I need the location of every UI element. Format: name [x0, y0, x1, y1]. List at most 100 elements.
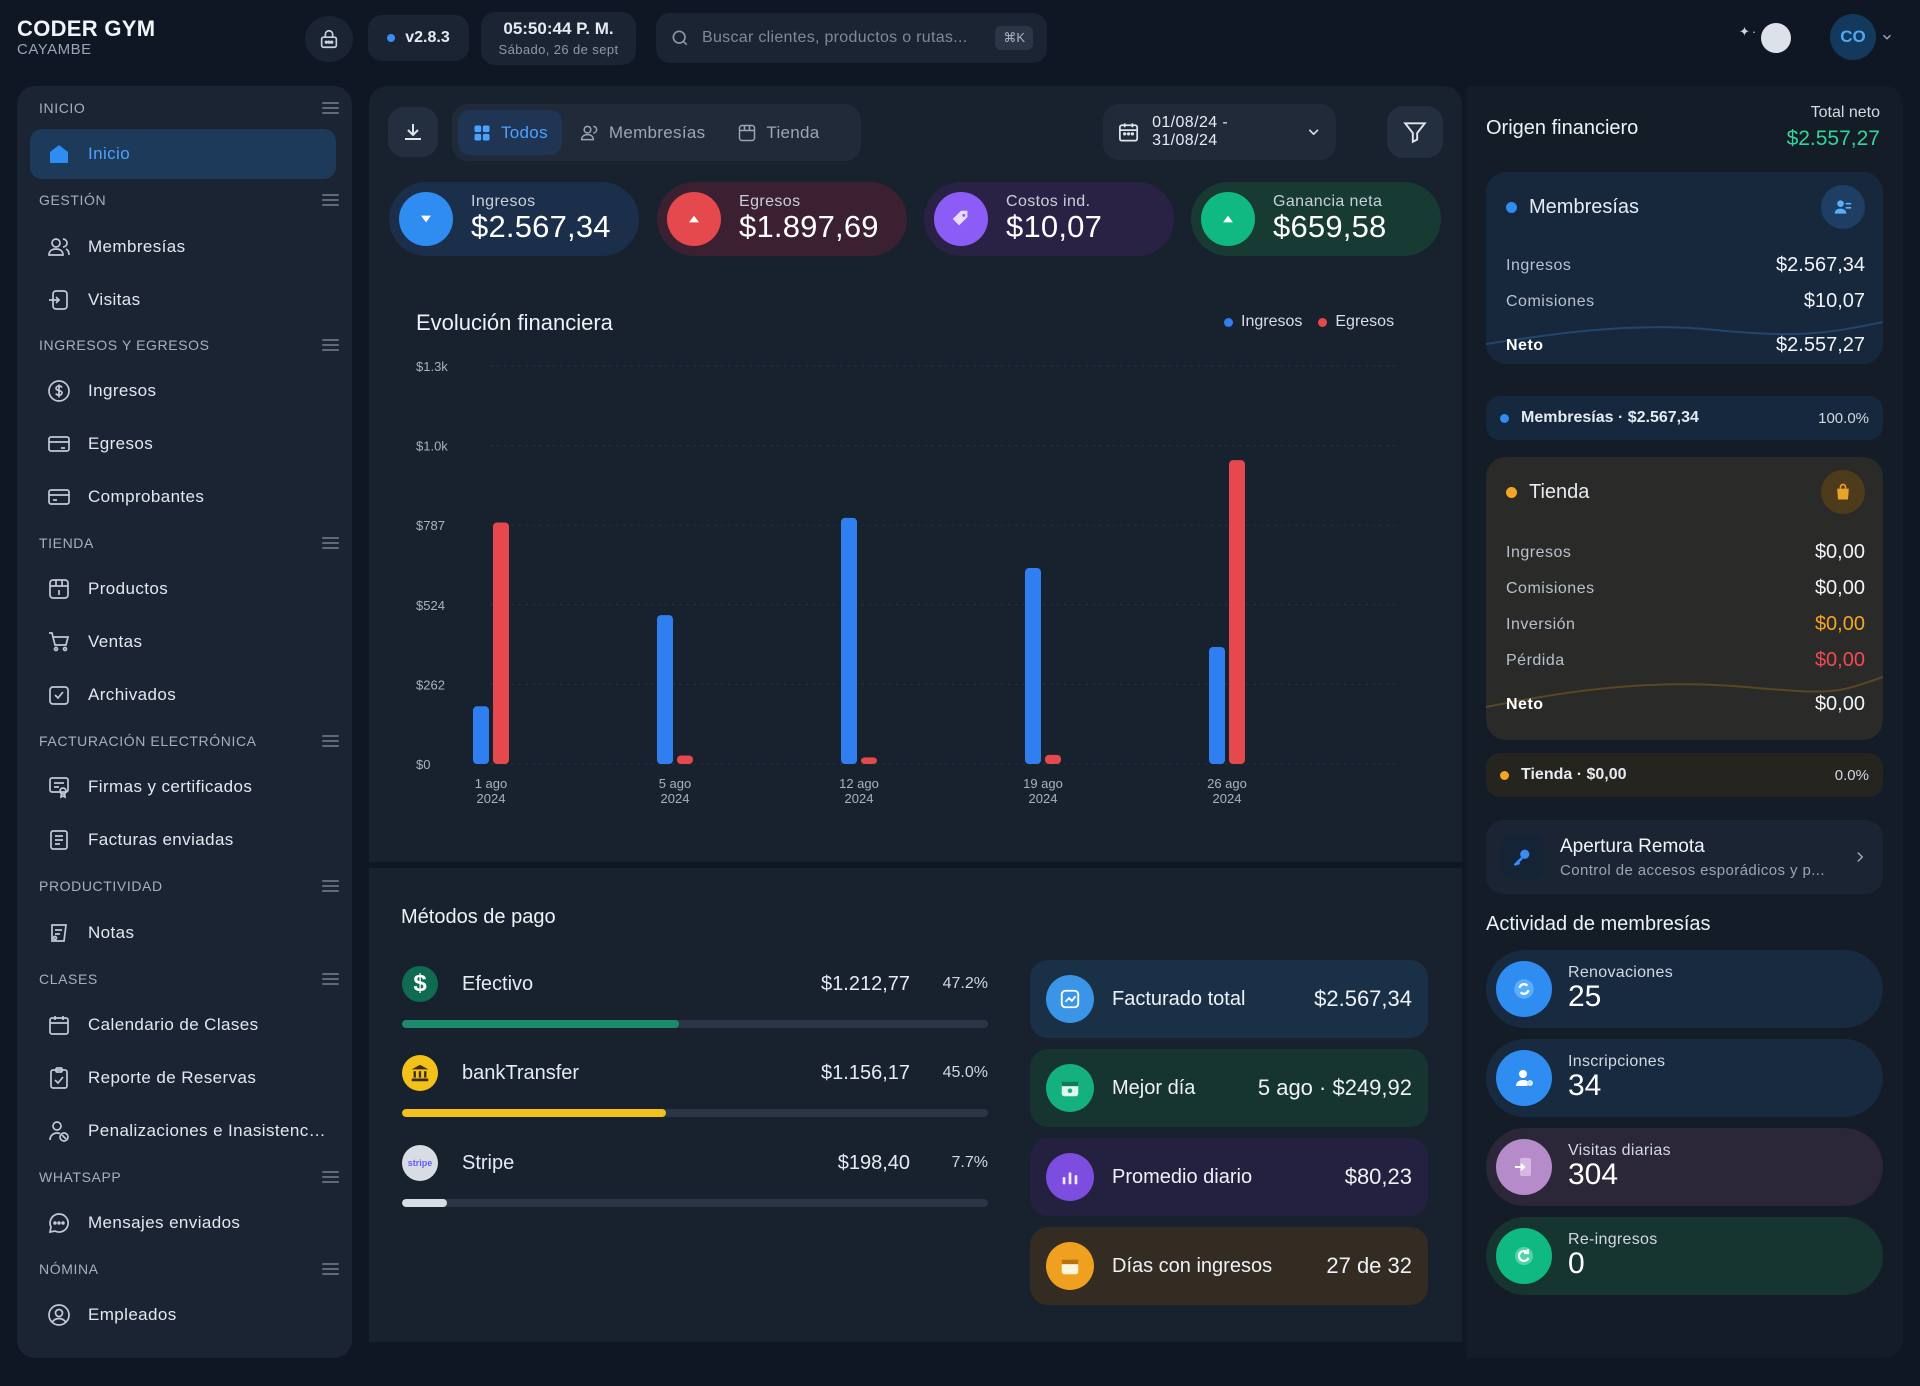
stat-value: 5 ago · $249,92 — [1257, 1075, 1412, 1100]
tienda-inversion: Inversión $0,00 — [1506, 613, 1865, 635]
section-title: GESTIÓN — [39, 192, 107, 208]
sidebar-item-ingresos[interactable]: Ingresos — [30, 366, 336, 416]
menu-icon[interactable] — [322, 537, 339, 549]
section-clases[interactable]: CLASES — [39, 971, 339, 987]
kpi-costos[interactable]: Costos ind. $10,07 — [924, 182, 1174, 256]
download-button[interactable] — [388, 107, 438, 157]
activity-inscripciones[interactable]: Inscripciones 34 — [1486, 1039, 1883, 1117]
tab-todos[interactable]: Todos — [458, 110, 562, 155]
activity-visitas[interactable]: Visitas diarias 304 — [1486, 1128, 1883, 1206]
avatar[interactable]: CO — [1830, 14, 1876, 60]
x-tick-year: 2024 — [845, 791, 874, 806]
section-productividad[interactable]: PRODUCTIVIDAD — [39, 878, 339, 894]
user-circle-icon — [46, 1302, 72, 1328]
menu-icon[interactable] — [322, 194, 339, 206]
sidebar-item-notas[interactable]: Notas — [30, 908, 336, 958]
tab-tienda[interactable]: Tienda — [723, 110, 833, 155]
sidebar-item-productos[interactable]: Productos — [30, 564, 336, 614]
sidebar-item-label: Notas — [88, 923, 135, 942]
sidebar-item-egresos[interactable]: Egresos — [30, 419, 336, 469]
search-bar[interactable]: ⌘K — [656, 13, 1047, 63]
tienda-strip[interactable]: Tienda · $0,00 0.0% — [1486, 753, 1883, 797]
menu-icon[interactable] — [322, 1263, 339, 1275]
sidebar-item-membresias[interactable]: Membresías — [30, 222, 336, 272]
payment-amount: $1.156,17 — [821, 1061, 910, 1084]
kpi-ganancia[interactable]: Ganancia neta $659,58 — [1191, 182, 1441, 256]
payment-name: Efectivo — [462, 972, 534, 995]
payment-row-banktransfer[interactable]: bankTransfer $1.156,17 45.0% — [402, 1053, 988, 1117]
stat-label: Facturado total — [1112, 987, 1246, 1010]
clipboard-check-icon — [46, 1065, 72, 1091]
filter-button[interactable] — [1387, 106, 1443, 158]
bar-egresos — [1045, 754, 1061, 764]
tab-membresias[interactable]: Membresías — [566, 110, 720, 155]
menu-icon[interactable] — [322, 735, 339, 747]
section-ingresos-egresos[interactable]: INGRESOS Y EGRESOS — [39, 337, 339, 353]
sidebar-item-facturas[interactable]: Facturas enviadas — [30, 815, 336, 865]
bar-ingresos — [1209, 647, 1225, 764]
lock-button[interactable] — [305, 16, 353, 62]
sidebar-item-penalizaciones[interactable]: Penalizaciones e Inasistencias — [30, 1106, 336, 1156]
sidebar-item-empleados[interactable]: Empleados — [30, 1290, 336, 1340]
activity-renovaciones[interactable]: Renovaciones 25 — [1486, 950, 1883, 1028]
menu-icon[interactable] — [322, 1171, 339, 1183]
sidebar-item-firmas[interactable]: Firmas y certificados — [30, 762, 336, 812]
x-tick-label: 26 ago — [1207, 776, 1247, 791]
progress-fill — [402, 1199, 448, 1207]
sidebar-item-label: Calendario de Clases — [88, 1015, 259, 1034]
sidebar-item-inicio[interactable]: Inicio — [30, 129, 336, 179]
users-icon — [46, 234, 72, 260]
rotate-icon — [1496, 1228, 1552, 1284]
sidebar-item-label: Reporte de Reservas — [88, 1068, 257, 1087]
chevron-down-icon[interactable] — [1880, 30, 1894, 44]
bar-ingresos — [473, 706, 489, 764]
arrow-down-icon — [399, 192, 453, 246]
kpi-ingresos[interactable]: Ingresos $2.567,34 — [389, 182, 639, 256]
box-title: Tienda — [1529, 480, 1590, 503]
membresias-comisiones: Comisiones $10,07 — [1506, 290, 1865, 312]
activity-reingresos[interactable]: Re-ingresos 0 — [1486, 1217, 1883, 1295]
membresias-strip[interactable]: Membresías · $2.567,34 100.0% — [1486, 396, 1883, 440]
sidebar-item-label: Archivados — [88, 685, 177, 704]
section-gestion[interactable]: GESTIÓN — [39, 192, 339, 208]
chart-line-icon — [1046, 975, 1094, 1023]
kpi-egresos[interactable]: Egresos $1.897,69 — [657, 182, 907, 256]
date-range-picker[interactable]: 01/08/24 - 31/08/24 — [1103, 104, 1336, 160]
payment-row-efectivo[interactable]: $ Efectivo $1.212,77 47.2% — [402, 964, 988, 1028]
remote-access-card[interactable]: Apertura Remota Control de accesos espor… — [1486, 820, 1883, 894]
section-tienda[interactable]: TIENDA — [39, 535, 339, 551]
bar-egresos — [493, 522, 509, 764]
sidebar-item-archivados[interactable]: Archivados — [30, 670, 336, 720]
sidebar-item-comprobantes[interactable]: Comprobantes — [30, 472, 336, 522]
payment-row-stripe[interactable]: stripe Stripe $198,40 7.7% — [402, 1143, 988, 1207]
menu-icon[interactable] — [322, 973, 339, 985]
legend-egresos[interactable]: Egresos — [1318, 313, 1394, 331]
sidebar-item-mensajes[interactable]: Mensajes enviados — [30, 1198, 336, 1248]
section-inicio[interactable]: INICIO — [39, 100, 339, 116]
y-tick-label: $1.3k — [416, 359, 448, 374]
menu-icon[interactable] — [322, 102, 339, 114]
calendar-icon — [1046, 1242, 1094, 1290]
section-whatsapp[interactable]: WHATSAPP — [39, 1169, 339, 1185]
x-tick-year: 2024 — [477, 791, 506, 806]
payment-pct: 47.2% — [942, 975, 988, 992]
notes-icon — [46, 920, 72, 946]
section-facturacion[interactable]: FACTURACIÓN ELECTRÓNICA — [39, 733, 339, 749]
login-icon — [46, 287, 72, 313]
sidebar-item-visitas[interactable]: Visitas — [30, 275, 336, 325]
search-input[interactable] — [702, 29, 984, 47]
menu-icon[interactable] — [322, 880, 339, 892]
stars-icon: ✦· — [1739, 24, 1759, 39]
sidebar-item-label: Visitas — [88, 290, 141, 309]
theme-toggle[interactable]: ✦· — [1737, 18, 1797, 58]
payment-pct: 45.0% — [942, 1064, 988, 1081]
activity-value: 34 — [1568, 1069, 1602, 1102]
sidebar-item-reservas[interactable]: Reporte de Reservas — [30, 1053, 336, 1103]
sidebar-item-ventas[interactable]: Ventas — [30, 617, 336, 667]
menu-icon[interactable] — [322, 339, 339, 351]
legend-ingresos[interactable]: Ingresos — [1224, 313, 1302, 331]
section-nomina[interactable]: NÓMINA — [39, 1261, 339, 1277]
progress-fill — [402, 1109, 666, 1117]
sidebar-item-calendario[interactable]: Calendario de Clases — [30, 1000, 336, 1050]
tab-label: Membresías — [608, 122, 706, 142]
